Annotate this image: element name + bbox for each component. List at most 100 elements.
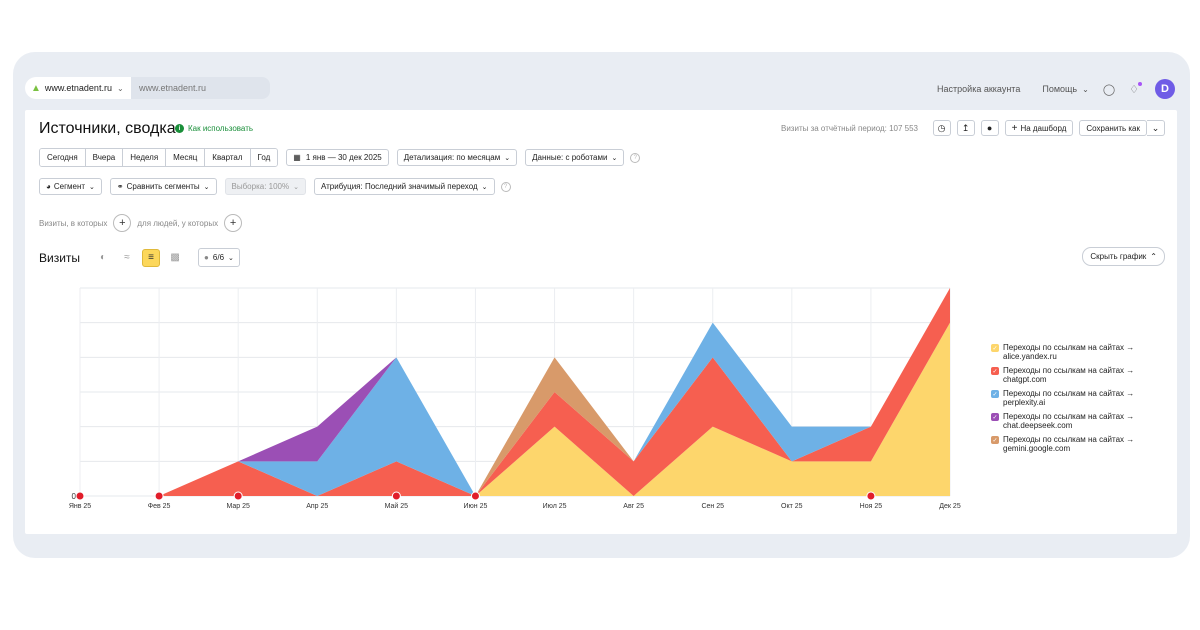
export-icon[interactable]: ↥ (956, 120, 975, 136)
event-marker[interactable] (470, 491, 480, 501)
clock-icon[interactable]: ◷ (932, 120, 951, 136)
period-quarter[interactable]: Квартал (205, 149, 251, 166)
series-count: 6/6 (212, 253, 225, 262)
share-icon[interactable]: ● (980, 120, 999, 136)
chevron-down-icon: ⌄ (611, 154, 618, 162)
checkbox-icon[interactable]: ✓ (991, 436, 999, 444)
save-as-button[interactable]: Сохранить как (1079, 120, 1147, 136)
period-group: Сегодня Вчера Неделя Месяц Квартал Год (39, 148, 279, 167)
calendar-icon: ▦ (293, 153, 301, 162)
segment-toolbar: ◕ Сегмент ⌄ ⚭ Сравнить сегменты ⌄ Выборка: 1… (39, 178, 511, 195)
checkbox-icon[interactable]: ✓ (991, 413, 999, 421)
chevron-down-icon: ⌄ (89, 183, 95, 191)
legend-label: Переходы по ссылкам на сайтах → gemini.g… (1003, 435, 1135, 453)
bell-icon[interactable]: ♢ (1129, 81, 1142, 96)
chat-icon[interactable]: ◯ (1102, 83, 1116, 96)
chevron-down-icon: ⌄ (203, 183, 210, 191)
add-people-filter-button[interactable]: + (224, 214, 243, 232)
legend-item[interactable]: ✓ Переходы по ссылкам на сайтах → gemini.… (991, 435, 1143, 453)
legend-label: Переходы по ссылкам на сайтах → alice.ya… (1003, 343, 1135, 361)
x-tick-label: Ноя 25 (860, 503, 883, 510)
tooth-logo-icon: ▲ (31, 82, 41, 94)
legend-label: Переходы по ссылкам на сайтах → chatgpt.… (1003, 366, 1135, 384)
pie-icon: ◕ (46, 182, 51, 191)
legend-item[interactable]: ✓ Переходы по ссылкам на сайтах → chatgpt… (991, 366, 1143, 384)
period-year[interactable]: Год (250, 149, 278, 166)
add-visit-filter-button[interactable]: + (113, 214, 132, 232)
date-range-label: 1 янв — 30 дек 2025 (305, 153, 382, 162)
segment-label: Сегмент (53, 182, 86, 191)
chart-toolbar: Визиты ◐ ≈ ≡ ▩ ● 6/6 ⌄ (39, 248, 240, 267)
checkbox-icon[interactable]: ✓ (991, 390, 999, 398)
event-marker[interactable] (154, 491, 164, 501)
event-marker[interactable] (233, 491, 243, 501)
chevron-down-icon: ⌄ (1082, 84, 1089, 94)
chart-legend: ✓ Переходы по ссылкам на сайтах → alice.y… (991, 343, 1143, 458)
area-chart-icon[interactable]: ≡ (142, 248, 161, 267)
y-tick-label: 0 (72, 492, 77, 501)
segment-button[interactable]: ◕ Сегмент ⌄ (39, 178, 102, 195)
attribution-select[interactable]: Атрибуция: Последний значимый переход ⌄ (313, 178, 495, 195)
data-select[interactable]: Данные: с роботами ⌄ (525, 149, 625, 166)
event-marker[interactable] (866, 491, 876, 501)
sample-select[interactable]: Выборка: 100% ⌄ (224, 178, 306, 195)
comment-icon: ● (204, 253, 209, 262)
compare-segments-button[interactable]: ⚭ Сравнить сегменты ⌄ (109, 178, 217, 195)
visits-where-label: Визиты, в которых (39, 218, 108, 228)
legend-item[interactable]: ✓ Переходы по ссылкам на сайтах → perplex… (991, 389, 1143, 407)
filter-row: Визиты, в которых + для людей, у которых… (39, 214, 248, 232)
detalization-select[interactable]: Детализация: по месяцам ⌄ (396, 149, 518, 166)
site-selector[interactable]: ▲ www.etnadent.ru ⌄ (25, 77, 131, 99)
checkbox-icon[interactable]: ✓ (991, 367, 999, 375)
visits-total: Визиты за отчётный период: 107 553 (781, 124, 918, 133)
period-yesterday[interactable]: Вчера (85, 149, 124, 166)
pie-chart-icon[interactable]: ◐ (100, 252, 107, 263)
series-selector[interactable]: ● 6/6 ⌄ (198, 248, 240, 267)
sample-label: Выборка: 100% (231, 182, 290, 191)
legend-label: Переходы по ссылкам на сайтах → perplexi… (1003, 389, 1135, 407)
x-tick-label: Май 25 (385, 502, 409, 510)
series-area-3 (80, 288, 950, 496)
page-title: Источники, сводка (39, 120, 176, 137)
topbar: ▲ www.etnadent.ru ⌄ www.etnadent.ru Наст… (25, 76, 1175, 102)
help-menu[interactable]: Помощь ⌄ (1042, 84, 1088, 94)
account-settings-link[interactable]: Настройка аккаунта (937, 84, 1021, 94)
x-tick-label: Июн 25 (464, 503, 488, 510)
bar-chart-icon[interactable]: ▩ (170, 252, 180, 263)
header-tools: ◷ ↥ ● + На дашборд Сохранить как ⌄ (927, 120, 1165, 136)
chevron-down-icon: ⌄ (481, 183, 488, 191)
hide-chart-button[interactable]: Скрыть график ⌃ (1082, 247, 1165, 266)
site-input[interactable]: www.etnadent.ru (131, 77, 270, 99)
date-range-button[interactable]: ▦ 1 янв — 30 дек 2025 (286, 149, 389, 166)
data-label: Данные: с роботами (532, 153, 608, 162)
checkbox-icon[interactable]: ✓ (991, 344, 999, 352)
period-today[interactable]: Сегодня (40, 149, 86, 166)
to-dashboard-button[interactable]: + На дашборд (1004, 120, 1074, 136)
legend-item[interactable]: ✓ Переходы по ссылкам на сайтах → chat.de… (991, 412, 1143, 430)
howto-label: Как использовать (188, 124, 254, 133)
avatar[interactable]: D (1155, 79, 1175, 99)
info-icon: i (175, 124, 184, 133)
chevron-down-icon[interactable]: ⌄ (1147, 120, 1165, 136)
help-icon[interactable]: ? (630, 152, 641, 163)
x-tick-label: Окт 25 (781, 503, 803, 510)
site-selector-label: www.etnadent.ru (44, 83, 112, 93)
chevron-down-icon: ⌄ (228, 254, 234, 262)
area-chart: 0 Янв 25 Фев 25 Мар 25 Апр 25 Май 25 Июн 25 Июл… (69, 287, 961, 510)
period-month[interactable]: Месяц (166, 149, 206, 166)
howto-link[interactable]: i Как использовать (175, 124, 253, 133)
compare-icon: ⚭ (116, 182, 124, 191)
chart-title: Визиты (39, 250, 81, 265)
legend-item[interactable]: ✓ Переходы по ссылкам на сайтах → alice.y… (991, 343, 1143, 361)
series-area-1 (80, 288, 950, 496)
period-week[interactable]: Неделя (123, 149, 167, 166)
event-marker[interactable] (75, 491, 85, 501)
line-chart-icon[interactable]: ≈ (124, 252, 130, 263)
chevron-up-icon: ⌃ (1150, 252, 1157, 261)
help-icon[interactable]: ? (500, 181, 511, 192)
compare-label: Сравнить сегменты (126, 182, 200, 191)
event-marker[interactable] (391, 491, 401, 501)
series-area-0 (80, 322, 950, 496)
for-people-label: для людей, у которых (137, 218, 219, 228)
report-panel: Источники, сводка i Как использовать Виз… (25, 110, 1177, 534)
